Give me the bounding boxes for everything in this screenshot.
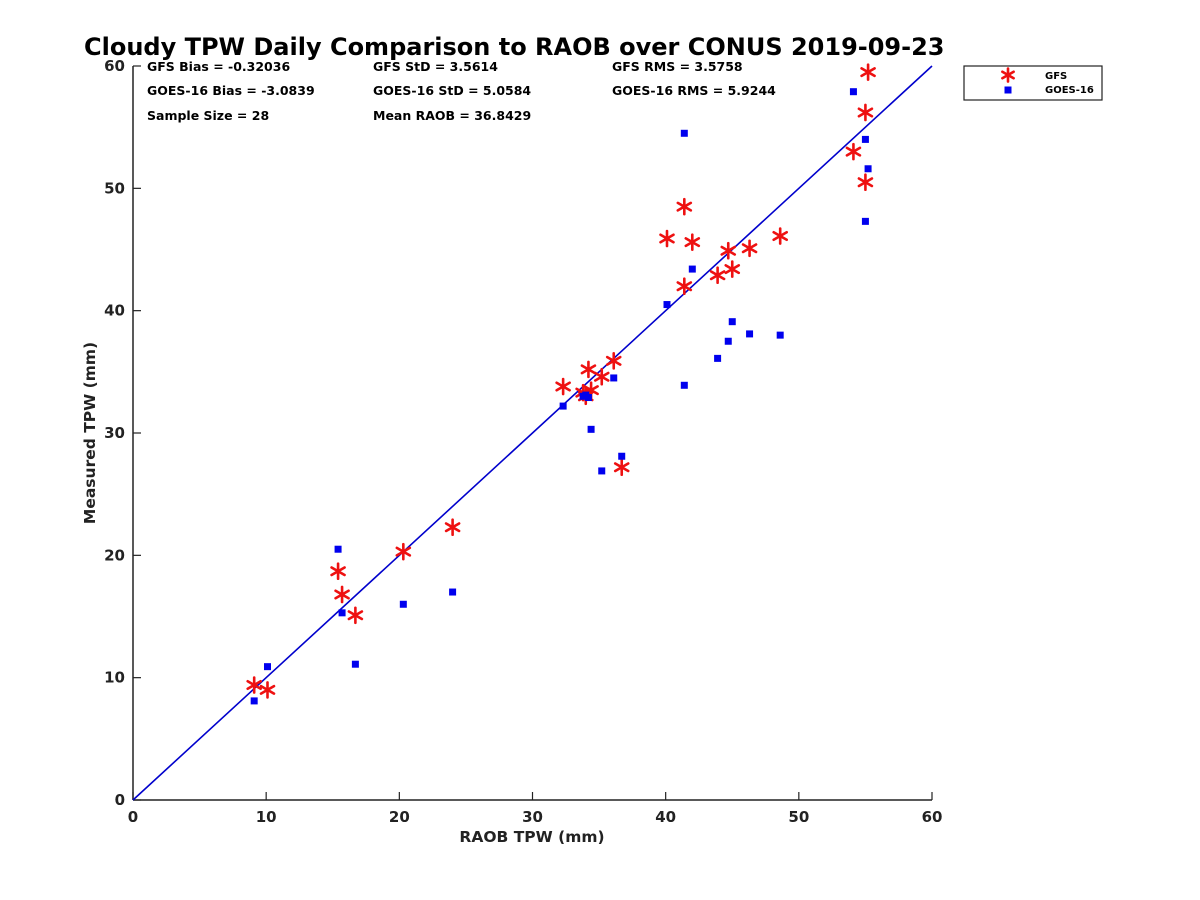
goes16-point [714,354,722,362]
goes16-point [338,609,346,617]
gfs-point [741,239,758,258]
gfs-point [593,367,610,386]
gfs-point [613,458,630,477]
y-axis-label: Measured TPW (mm) [81,342,99,524]
x-tick-label: 20 [389,808,410,826]
goes16-point [559,402,567,410]
goes16-point [864,165,872,173]
mean-raob-text: Mean RAOB = 36.8429 [373,108,531,123]
goes16-point [688,265,696,273]
x-tick-label: 0 [128,808,138,826]
gfs-point [684,233,701,251]
legend-gfs-label: GFS [1045,71,1067,82]
goes16-point [680,129,688,137]
goes-bias-text: GOES-16 Bias = -3.0839 [147,83,315,98]
gfs-point [555,377,571,396]
gfs-point [720,241,737,260]
goes16-point [861,217,869,225]
gfs-bias-text: GFS Bias = -0.32036 [147,59,290,74]
gfs-point [395,542,412,561]
gfs-point [724,260,741,278]
legend: GFS GOES-16 [963,65,1103,101]
goes16-point [728,318,736,326]
sample-size-text: Sample Size = 28 [147,108,269,123]
goes16-point [680,381,688,389]
goes16-point [618,452,626,460]
x-tick-label: 60 [922,808,943,826]
goes16-point [861,135,869,143]
y-tick-label: 40 [104,302,125,320]
goes16-point [582,391,590,399]
gfs-point [845,142,862,161]
y-tick-label: 30 [104,424,125,442]
goes16-point [263,663,271,671]
legend-goes16-label: GOES-16 [1045,85,1094,96]
goes16-point [399,600,407,608]
goes16-point [610,374,618,382]
gfs-point [659,229,675,248]
x-tick-label: 30 [522,808,543,826]
goes16-point [598,467,606,475]
gfs-point [259,681,276,699]
x-tick-label: 10 [256,808,277,826]
reference-line [132,65,933,801]
goes-std-text: GOES-16 StD = 5.0584 [373,83,531,98]
goes16-point [776,331,784,339]
gfs-point [676,277,693,296]
y-tick-label: 60 [104,57,125,75]
stats-block: GFS Bias = -0.32036 GFS StD = 3.5614 GFS… [147,59,776,123]
gfs-point [580,360,597,379]
gfs-point [709,266,726,284]
legend-goes16-marker [1004,86,1012,94]
gfs-point [772,227,788,245]
y-tick-label: 0 [115,791,125,809]
legend-box [963,65,1103,101]
gfs-series [246,63,876,699]
legend-goes16-square [1004,86,1012,94]
gfs-rms-text: GFS RMS = 3.5758 [612,59,743,74]
gfs-point [605,352,622,370]
chart-title: Cloudy TPW Daily Comparison to RAOB over… [84,33,944,61]
legend-gfs-marker [1001,67,1015,83]
gfs-point [347,606,364,625]
gfs-std-text: GFS StD = 3.5614 [373,59,498,74]
goes16-point [849,88,857,96]
axis-ticks: 0 10 20 30 40 50 60 0 10 20 30 40 50 60 [104,57,942,826]
goes16-point [449,588,457,596]
gfs-point [676,197,693,216]
y-tick-label: 10 [104,669,125,687]
goes16-point [334,545,342,553]
goes16-point [724,337,732,345]
goes16-series [250,88,872,705]
gfs-point [860,63,876,81]
y-tick-label: 20 [104,546,125,564]
x-tick-label: 40 [655,808,676,826]
goes16-point [587,425,595,433]
gfs-point [246,676,262,694]
x-axis-label: RAOB TPW (mm) [459,828,604,846]
goes16-point [746,330,754,338]
x-tick-label: 50 [788,808,809,826]
plot-area: 0 10 20 30 40 50 60 0 10 20 30 40 50 60 [104,57,942,826]
legend-gfs-asterisk [1001,67,1015,83]
y-tick-label: 50 [104,179,125,197]
goes-rms-text: GOES-16 RMS = 5.9244 [612,83,776,98]
goes16-point [351,660,359,668]
gfs-point [330,562,346,581]
goes16-point [663,301,671,309]
goes16-point [250,697,258,705]
gfs-point [857,103,874,122]
gfs-point [444,518,461,536]
reference-line-group [132,65,933,801]
gfs-point [857,173,874,192]
gfs-point [334,585,350,604]
